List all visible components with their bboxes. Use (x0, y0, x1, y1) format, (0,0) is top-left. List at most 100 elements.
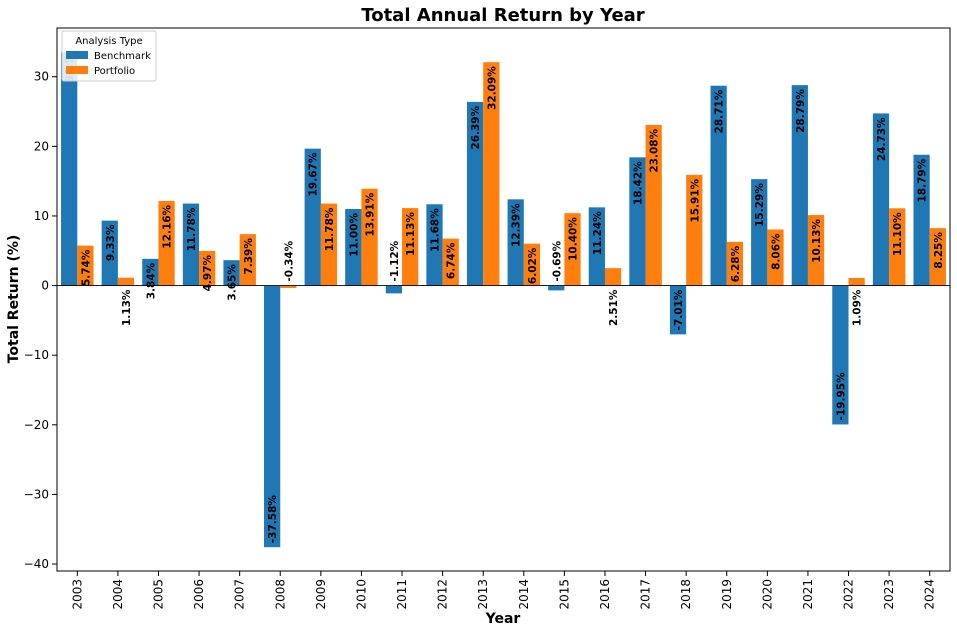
bar-portfolio-2019 (726, 241, 743, 286)
bar-portfolio-2015 (564, 213, 581, 286)
bar-label-benchmark-2018: -7.01% (673, 289, 685, 330)
y-tick-label--10: −10 (24, 348, 49, 362)
bar-label-portfolio-2017: 23.08% (649, 128, 661, 172)
x-tick-label-2022: 2022 (842, 579, 856, 610)
bar-benchmark-2008 (264, 285, 281, 548)
x-tick-label-2013: 2013 (476, 579, 490, 610)
bar-benchmark-2024 (913, 154, 930, 286)
bar-portfolio-2020 (767, 229, 784, 286)
legend-swatch-benchmark (66, 51, 88, 59)
y-tick-label--30: −30 (24, 487, 49, 501)
bar-portfolio-2021 (807, 215, 825, 286)
x-tick-label-2006: 2006 (192, 579, 206, 610)
bar-label-portfolio-2021: 10.13% (811, 219, 823, 263)
bar-label-benchmark-2024: 18.79% (917, 158, 929, 202)
y-tick-label--20: −20 (24, 418, 49, 432)
bar-benchmark-2015 (548, 285, 565, 291)
bar-benchmark-2011 (385, 285, 403, 294)
bar-benchmark-2016 (588, 207, 605, 286)
bar-label-portfolio-2014: 6.02% (527, 247, 539, 284)
bar-label-portfolio-2020: 8.06% (770, 233, 782, 270)
bar-portfolio-2023 (889, 208, 906, 286)
bar-benchmark-2003 (61, 52, 78, 286)
bar-benchmark-2020 (751, 179, 768, 286)
bar-label-portfolio-2015: 10.40% (568, 217, 580, 261)
bar-portfolio-2003 (77, 245, 94, 286)
x-axis: 2003 2004 2005 2006 2007 2008 2009 2010 2011 2012… (70, 571, 937, 610)
bar-label-portfolio-2008: -0.34% (283, 240, 295, 281)
bar-benchmark-2005 (142, 258, 159, 286)
bar-portfolio-2005 (158, 200, 175, 286)
bar-portfolio-2007 (239, 234, 256, 286)
x-tick-label-2005: 2005 (151, 579, 165, 610)
bar-benchmark-2009 (304, 148, 321, 286)
bar-label-benchmark-2012: 11.68% (429, 208, 441, 252)
bar-label-benchmark-2008: -37.58% (267, 495, 279, 544)
bar-label-benchmark-2019: 28.71% (714, 89, 726, 133)
bar-portfolio-2018 (686, 174, 703, 286)
bar-label-portfolio-2024: 8.25% (933, 232, 945, 269)
bar-benchmark-2012 (426, 204, 443, 286)
bars-layer (57, 52, 950, 548)
y-tick-label-30: 30 (34, 70, 49, 84)
bar-benchmark-2013 (466, 101, 484, 286)
bar-label-benchmark-2016: 11.24% (592, 211, 604, 255)
bar-label-portfolio-2007: 7.39% (243, 238, 255, 275)
bar-benchmark-2018 (669, 285, 687, 335)
x-tick-label-2003: 2003 (70, 579, 84, 610)
bar-benchmark-2014 (507, 199, 524, 286)
bar-label-portfolio-2022: 1.09% (852, 289, 864, 326)
bar-label-benchmark-2013: 26.39% (470, 105, 482, 149)
bar-portfolio-2022 (848, 277, 865, 286)
x-tick-label-2018: 2018 (679, 579, 693, 610)
bar-portfolio-2006 (199, 250, 216, 286)
bar-benchmark-2022 (832, 285, 849, 425)
bar-label-portfolio-2011: 11.13% (405, 212, 417, 256)
bar-label-portfolio-2019: 6.28% (730, 245, 742, 282)
legend-label-portfolio: Portfolio (94, 66, 135, 77)
x-tick-label-2004: 2004 (111, 579, 125, 610)
bar-label-benchmark-2010: 11.00% (348, 213, 360, 257)
y-tick-label-10: 10 (34, 209, 49, 223)
y-tick-label-0: 0 (41, 279, 49, 293)
chart-title: Total Annual Return by Year (361, 5, 644, 26)
legend: Analysis Type Benchmark Portfolio (61, 30, 157, 82)
bar-label-benchmark-2021: 28.79% (795, 89, 807, 133)
bar-label-portfolio-2012: 6.74% (446, 242, 458, 279)
bar-portfolio-2011 (402, 208, 419, 286)
bar-label-portfolio-2009: 11.78% (324, 207, 336, 251)
legend-swatch-portfolio (66, 66, 88, 74)
x-tick-label-2016: 2016 (598, 579, 612, 610)
bar-label-portfolio-2018: 15.91% (689, 178, 701, 222)
bar-benchmark-2023 (872, 113, 890, 286)
bar-label-benchmark-2011: -1.12% (389, 240, 401, 281)
bar-portfolio-2014 (523, 243, 541, 286)
y-axis: −40 −30 −20 −10 0 10 20 30 (24, 70, 57, 571)
bar-label-benchmark-2022: -19.95% (835, 372, 847, 421)
bar-label-benchmark-2023: 24.73% (876, 117, 888, 161)
bar-label-portfolio-2003: 5.74% (80, 249, 92, 286)
x-tick-label-2007: 2007 (233, 579, 247, 610)
bar-benchmark-2021 (791, 85, 808, 286)
x-tick-label-2015: 2015 (557, 579, 571, 610)
bar-label-benchmark-2005: 3.84% (145, 262, 157, 299)
x-tick-label-2008: 2008 (273, 579, 287, 610)
bar-label-portfolio-2010: 13.91% (365, 192, 377, 236)
x-tick-label-2020: 2020 (760, 579, 774, 610)
bar-portfolio-2024 (929, 228, 946, 286)
bar-label-portfolio-2013: 32.09% (486, 66, 498, 110)
bar-label-benchmark-2004: 9.33% (105, 224, 117, 261)
bar-label-portfolio-2016: 2.51% (608, 289, 620, 326)
x-tick-label-2012: 2012 (436, 579, 450, 610)
x-tick-label-2024: 2024 (923, 579, 937, 610)
x-axis-title: Year (485, 611, 521, 627)
x-tick-label-2023: 2023 (882, 579, 896, 610)
bar-label-portfolio-2023: 11.10% (892, 212, 904, 256)
bar-benchmark-2017 (629, 157, 646, 286)
bar-label-benchmark-2015: -0.69% (551, 240, 563, 281)
legend-title: Analysis Type (75, 36, 142, 47)
bar-label-benchmark-2017: 18.42% (632, 161, 644, 205)
x-tick-label-2014: 2014 (517, 579, 531, 610)
